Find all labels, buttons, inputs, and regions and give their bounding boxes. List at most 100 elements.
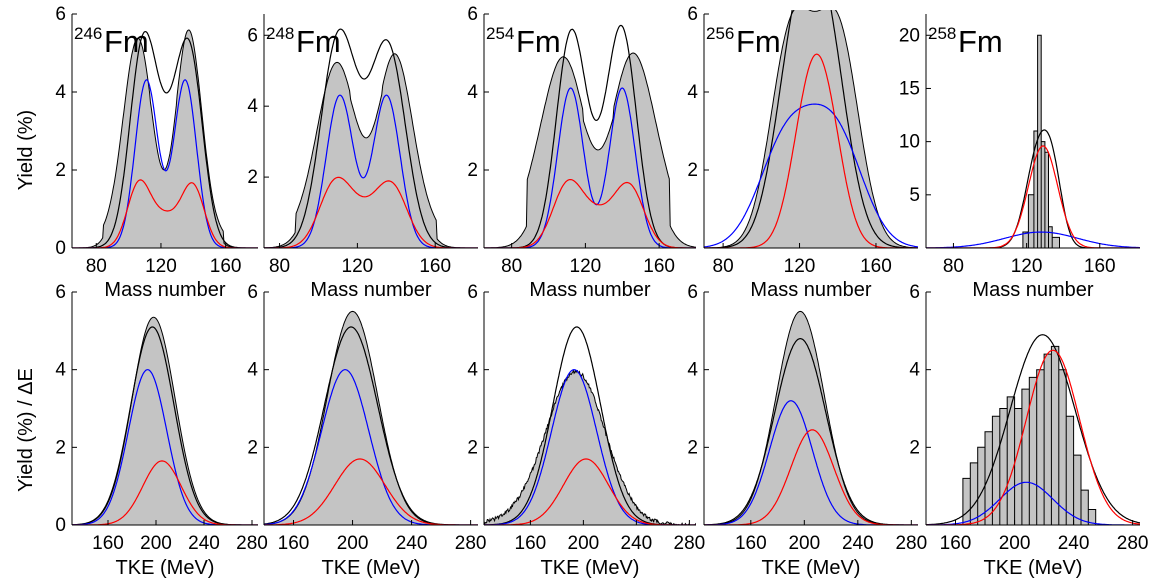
isotope-symbol: Fm (736, 24, 781, 59)
x-axis-title: Mass number (750, 279, 871, 301)
blue-curve (264, 369, 478, 525)
y-tick-label: 6 (247, 282, 258, 303)
total-curve (926, 129, 1140, 248)
x-axis-title: Mass number (972, 279, 1093, 301)
x-axis-title: TKE (MeV) (116, 557, 215, 579)
x-tick-label: 240 (621, 533, 653, 554)
total-curve (72, 30, 258, 248)
x-tick-label: 160 (419, 256, 451, 277)
x-tick-label: 120 (784, 256, 816, 277)
y-tick-label: 4 (247, 360, 258, 381)
isotope-symbol: Fm (296, 24, 341, 59)
y-tick-label: 2 (687, 437, 698, 458)
blue-curve (926, 481, 1140, 525)
panel-tke-3: 160 200 240 280 2 4 6 TKE (MeV) (687, 282, 927, 579)
x-tick-label: 200 (999, 533, 1031, 554)
isotope-mass: 246 (74, 24, 102, 43)
x-tick-label: 120 (570, 256, 602, 277)
x-axis-title: Mass number (529, 279, 650, 301)
y-tick-label: 4 (467, 82, 478, 103)
x-tick-label: 160 (860, 256, 892, 277)
isotope-symbol: Fm (958, 24, 1003, 59)
panel-plot (704, 310, 918, 525)
panel-mass-2: 80 120 160 2 4 6 Mass number 254 Fm (467, 4, 696, 301)
y-tick-label: 15 (899, 78, 920, 99)
grey-distribution (704, 10, 918, 248)
x-tick-label: 160 (92, 533, 124, 554)
grey-distribution (72, 29, 258, 248)
panel-tke-0: 160 200 240 280 0 2 4 6 TKE (MeV) (55, 282, 267, 579)
isotope-mass: 248 (266, 24, 294, 43)
y-tick-label: 2 (687, 160, 698, 181)
x-tick-label: 120 (1011, 256, 1043, 277)
x-tick-label: 80 (501, 256, 522, 277)
isotope-symbol: Fm (104, 24, 149, 59)
x-axis-title: TKE (MeV) (762, 557, 861, 579)
y-tick-label: 0 (55, 238, 66, 259)
y-axis-title-top: Yield (%) (15, 110, 37, 190)
isotope-mass: 254 (486, 24, 514, 43)
x-tick-label: 240 (396, 533, 428, 554)
panel-plot (72, 316, 258, 525)
y-tick-label: 6 (687, 282, 698, 303)
x-tick-label: 80 (86, 256, 107, 277)
panel-plot (484, 326, 696, 525)
grey-distribution (484, 369, 696, 525)
y-tick-label: 20 (899, 25, 920, 46)
panel-tke-4: 160 200 240 280 2 4 6 TKE (MeV) (909, 282, 1148, 579)
x-tick-label: 80 (713, 256, 734, 277)
x-tick-label: 160 (278, 533, 310, 554)
y-tick-label: 2 (55, 160, 66, 181)
x-tick-label: 200 (568, 533, 600, 554)
y-tick-label: 6 (247, 25, 258, 46)
x-tick-label: 200 (788, 533, 820, 554)
y-tick-label: 6 (909, 282, 920, 303)
y-tick-label: 4 (247, 96, 258, 117)
panel-mass-4: 80 120 160 5 10 15 20 Mass number 258 Fm (899, 14, 1140, 301)
grey-distribution (704, 310, 918, 525)
red-curve (926, 145, 1140, 248)
y-tick-label: 2 (467, 437, 478, 458)
panel-tke-1: 160 200 240 280 2 4 6 TKE (MeV) (247, 282, 486, 579)
panel-plot (264, 310, 478, 525)
y-tick-label: 5 (909, 185, 920, 206)
x-tick-label: 120 (342, 256, 374, 277)
isotope-symbol: Fm (516, 24, 561, 59)
x-tick-label: 280 (674, 533, 706, 554)
x-tick-label: 160 (1084, 256, 1116, 277)
x-axis-title: Mass number (104, 279, 225, 301)
grey-distribution (484, 52, 696, 248)
total-curve (264, 28, 478, 248)
panel-plot (72, 29, 258, 248)
blue-curve (72, 369, 258, 525)
x-axis-title: TKE (MeV) (322, 557, 421, 579)
x-tick-label: 280 (1117, 533, 1149, 554)
blue-curve (264, 94, 478, 248)
panel-plot (926, 34, 1140, 248)
y-tick-label: 2 (55, 437, 66, 458)
x-tick-label: 160 (643, 256, 675, 277)
y-tick-label: 0 (55, 515, 66, 536)
panel-plot (264, 28, 478, 248)
y-tick-label: 4 (687, 82, 698, 103)
x-axis-title: Mass number (310, 279, 431, 301)
blue-curve (704, 103, 918, 248)
y-tick-label: 4 (467, 360, 478, 381)
total-curve (926, 334, 1140, 525)
grey-distribution (264, 53, 478, 248)
y-tick-label: 2 (247, 437, 258, 458)
panel-tke-2: 160 200 240 280 2 4 6 TKE (MeV) (467, 282, 705, 579)
x-tick-label: 240 (842, 533, 874, 554)
total-curve (704, 10, 918, 248)
x-axis-title: TKE (MeV) (984, 557, 1083, 579)
blue-curve (926, 231, 1140, 248)
x-tick-label: 160 (940, 533, 972, 554)
grey-distribution (264, 310, 478, 525)
y-tick-label: 10 (899, 132, 920, 153)
y-tick-label: 6 (55, 282, 66, 303)
y-tick-label: 4 (909, 360, 920, 381)
x-tick-label: 280 (455, 533, 487, 554)
x-tick-label: 80 (943, 256, 964, 277)
panel-plot (926, 334, 1140, 525)
y-tick-label: 6 (55, 4, 66, 25)
